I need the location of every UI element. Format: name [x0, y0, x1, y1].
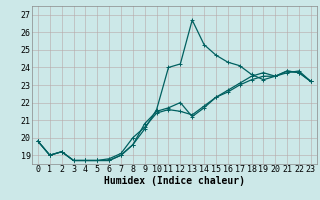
X-axis label: Humidex (Indice chaleur): Humidex (Indice chaleur) [104, 176, 245, 186]
